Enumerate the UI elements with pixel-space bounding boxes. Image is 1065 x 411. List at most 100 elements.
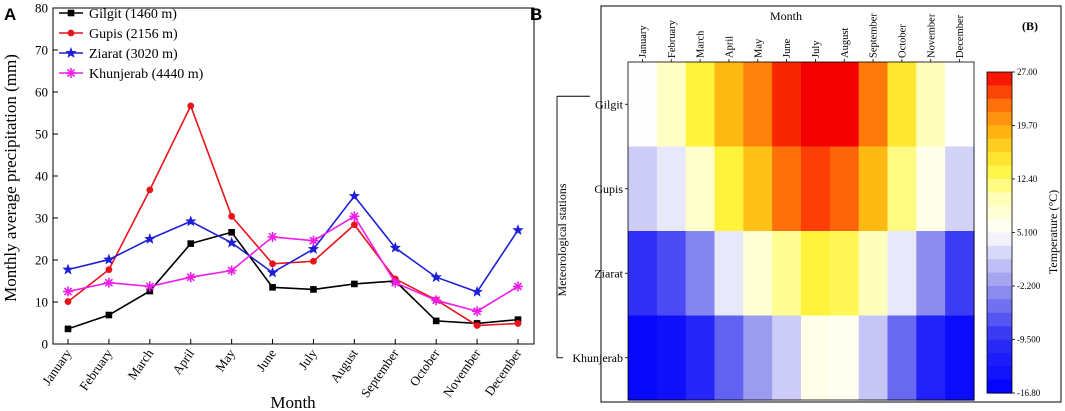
series-group — [62, 102, 524, 333]
panel-a-label: A — [4, 5, 16, 24]
month-label: February — [667, 19, 678, 58]
data-point — [431, 295, 442, 306]
heatmap-cell — [685, 315, 716, 401]
panel-b-heatmap: B Month (B) January February March April May… — [530, 5, 1062, 403]
data-point — [103, 253, 115, 265]
data-point — [228, 228, 235, 236]
heatmap-cell — [916, 146, 946, 232]
data-point — [351, 280, 358, 288]
data-point — [310, 286, 317, 293]
colorbar-band — [987, 205, 1012, 220]
colorbar-band — [987, 339, 1012, 354]
data-point — [473, 322, 481, 329]
colorbar-band — [987, 272, 1012, 287]
data-point — [185, 272, 196, 283]
x-tick-label: October — [406, 346, 443, 389]
heatmap-cell — [887, 62, 917, 148]
series-line — [67, 215, 519, 313]
colorbar-band — [987, 312, 1012, 327]
heatmap-x-axis-title: Month — [770, 9, 802, 23]
heatmap-cell — [829, 315, 860, 401]
heatmap-cell — [858, 315, 889, 401]
colorbar-band — [987, 98, 1012, 113]
data-point — [185, 215, 197, 227]
month-label: August — [840, 28, 851, 58]
heatmap-cell — [685, 62, 716, 148]
legend-marker — [66, 68, 76, 78]
heatmap-cell — [714, 231, 744, 317]
heatmap-cell — [858, 62, 889, 148]
data-point — [144, 233, 156, 244]
y-tick-label: 30 — [35, 211, 48, 226]
y-tick-label: 0 — [42, 337, 49, 352]
heatmap-cell — [801, 231, 831, 317]
x-tick-label: July — [295, 346, 320, 373]
data-point — [63, 286, 73, 297]
heatmap-cell — [714, 315, 744, 401]
colorbar-tick-label: 12.40 — [1017, 174, 1038, 184]
data-point — [225, 236, 238, 248]
heatmap-cell — [656, 146, 687, 232]
colorbar-band — [987, 192, 1012, 207]
colorbar-band — [987, 85, 1012, 100]
heatmap-cells — [628, 62, 975, 401]
colorbar-band — [987, 299, 1012, 314]
heatmap-cell — [743, 231, 773, 317]
heatmap-cell — [656, 315, 687, 401]
heatmap-cell — [772, 315, 802, 401]
legend-item: Gupis (2156 m) — [59, 27, 178, 42]
heatmap-month-labels: January February March April May June July Augu… — [638, 13, 966, 62]
heatmap-cell — [772, 62, 802, 148]
heatmap-cell — [628, 315, 658, 401]
legend-label: Gilgit (1460 m) — [89, 7, 177, 22]
data-point — [269, 284, 276, 291]
heatmap-cell — [945, 62, 975, 148]
month-label: April — [724, 36, 735, 58]
legend-marker — [65, 47, 77, 58]
heatmap-cell — [887, 231, 917, 317]
data-point — [105, 311, 113, 319]
heatmap-cell — [656, 231, 687, 317]
heatmap-cell — [945, 231, 975, 317]
series-ziarat — [62, 190, 524, 297]
legend: Gilgit (1460 m) Gupis (2156 m) Ziarat (302… — [59, 7, 204, 82]
series-khunjerab — [63, 211, 523, 317]
series-line — [67, 231, 519, 330]
y-tick-label: 20 — [35, 253, 48, 268]
data-point — [349, 211, 360, 222]
heatmap-cell — [829, 146, 860, 232]
station-label: Ziarat — [594, 266, 623, 280]
x-tick-label: March — [125, 346, 157, 383]
heatmap-cell — [743, 62, 773, 148]
colorbar-band — [987, 259, 1012, 274]
colorbar-tick-label: -2.200 — [1017, 281, 1041, 291]
data-point — [187, 240, 195, 247]
data-point — [513, 281, 523, 292]
heatmap-cell — [801, 62, 831, 148]
heatmap-cell — [945, 315, 975, 401]
heatmap-cell — [916, 62, 946, 148]
series-gilgit — [64, 228, 522, 333]
colorbar-tick-label: 5.100 — [1017, 228, 1038, 238]
x-axis-title: Month — [270, 393, 316, 411]
colorbar-band — [987, 326, 1012, 341]
colorbar-band — [987, 125, 1012, 140]
month-label: October — [897, 24, 908, 58]
data-point — [350, 221, 358, 229]
data-point — [514, 316, 522, 323]
data-point — [348, 190, 361, 202]
heatmap-cell — [714, 62, 744, 148]
month-label: November — [926, 13, 937, 58]
data-point — [267, 231, 278, 242]
x-tick-label: April — [169, 346, 197, 377]
y-tick-label: 70 — [35, 43, 48, 58]
y-tick-label: 80 — [35, 1, 48, 16]
data-point — [310, 257, 317, 265]
legend-item: Ziarat (3020 m) — [59, 47, 178, 62]
data-point — [62, 263, 74, 275]
data-point — [389, 241, 401, 253]
heatmap-cell — [743, 146, 773, 232]
x-axis-ticks: January February March April May June July Augu… — [39, 339, 525, 400]
x-tick-label: August — [327, 346, 361, 386]
data-point — [226, 265, 237, 276]
